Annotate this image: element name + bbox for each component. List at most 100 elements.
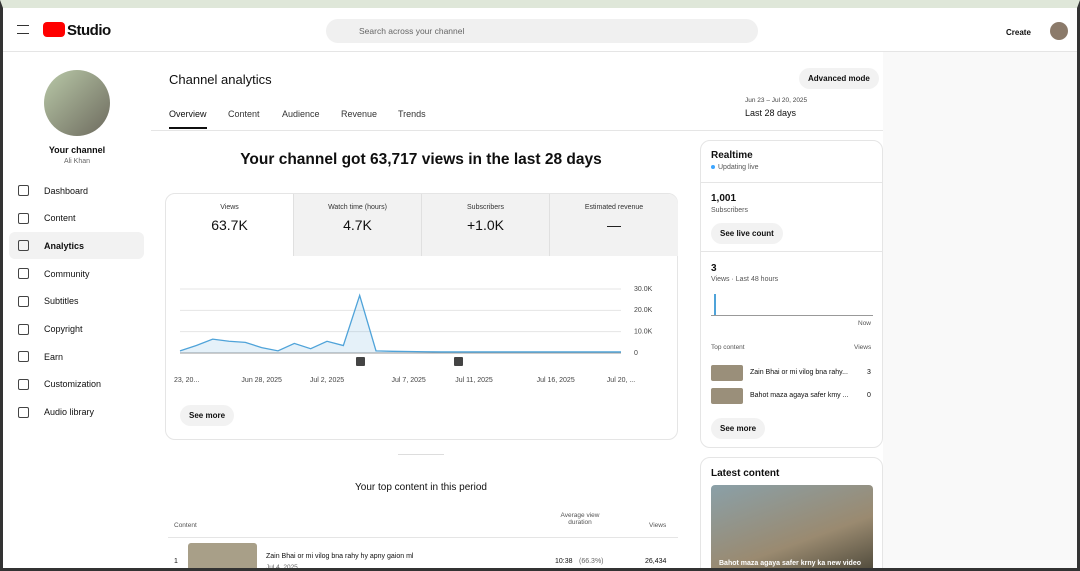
avatar[interactable]: [1050, 22, 1068, 40]
item-thumbnail[interactable]: [711, 365, 743, 381]
nav-icon: [18, 240, 29, 252]
divider: [701, 251, 882, 252]
x-tick-label: Jul 11, 2025: [455, 377, 493, 384]
nav-icon: [18, 295, 29, 307]
x-tick-label: Jul 16, 2025: [537, 377, 575, 384]
metric-value: 63.7K: [211, 217, 248, 233]
item-thumbnail[interactable]: [711, 388, 743, 404]
nav-item[interactable]: Earn: [9, 343, 144, 370]
menu-icon[interactable]: [17, 25, 29, 34]
metric-tile[interactable]: Estimated revenue —: [550, 194, 678, 256]
metric-tile[interactable]: Subscribers +1.0K: [422, 194, 550, 256]
views-label: Views · Last 48 hours: [711, 276, 779, 283]
advanced-mode-button[interactable]: Advanced mode: [799, 68, 879, 89]
item-views: 0: [867, 392, 871, 399]
metric-label: Views: [220, 204, 239, 211]
metric-value: 4.7K: [343, 217, 372, 233]
tab[interactable]: Revenue: [341, 109, 378, 119]
row-views: 26,434: [645, 558, 667, 565]
col-views: Views: [649, 522, 667, 529]
page-title: Channel analytics: [169, 72, 272, 87]
now-label: Now: [858, 320, 872, 327]
item-views: 3: [867, 369, 871, 376]
nav-item[interactable]: Subtitles: [9, 288, 144, 315]
publish-marker[interactable]: [454, 357, 463, 366]
channel-label: Your channel: [48, 145, 106, 155]
nav-item[interactable]: Dashboard: [9, 177, 144, 204]
row-thumbnail[interactable]: [188, 543, 257, 568]
realtime-axis: [711, 315, 873, 316]
views-chart: 0 10.0K 20.0K 30.0K Jun 23, 20... Jun 28, 202…: [173, 286, 653, 384]
tab[interactable]: Audience: [282, 109, 320, 119]
search-box[interactable]: Search across your channel: [326, 19, 758, 43]
nav-icon: [18, 185, 29, 196]
nav-item[interactable]: Content: [9, 205, 144, 232]
metric-tile[interactable]: Views 63.7K: [166, 194, 294, 256]
row-duration: 10:38: [555, 558, 573, 565]
nav-icon: [18, 323, 29, 335]
realtime-subscribers: 1,001: [711, 193, 737, 204]
channel-name: Ali Khan: [63, 158, 91, 165]
metric-label: Watch time (hours): [328, 204, 387, 211]
live-count-button[interactable]: See live count: [711, 223, 783, 244]
views-line: [179, 293, 621, 353]
nav-item[interactable]: Audio library: [9, 399, 144, 426]
headline: Your channel got 63,717 views in the las…: [240, 151, 602, 168]
nav-item[interactable]: Copyright: [9, 316, 144, 343]
item-title[interactable]: Bahot maza agaya safer kmy ...: [750, 392, 849, 399]
x-tick-label: Jul 2, 2025: [310, 377, 344, 384]
logo-icon: [43, 22, 65, 37]
tab[interactable]: Content: [228, 109, 260, 119]
views-header: Views: [854, 344, 872, 351]
divider: [701, 182, 882, 183]
nav-icon: [18, 212, 29, 224]
x-tick-label: Jun 23, 20...: [173, 377, 199, 384]
divider: [168, 537, 678, 538]
nav-icon: [18, 351, 29, 363]
realtime-views: 3: [711, 263, 717, 274]
col-content: Content: [174, 522, 197, 529]
row-title[interactable]: Zain Bhai or mi vilog bna rahy hy apny g…: [266, 553, 414, 560]
x-tick-label: Jun 28, 2025: [241, 377, 282, 384]
publish-marker[interactable]: [356, 357, 365, 366]
nav-icon: [18, 406, 29, 418]
status-text: Updating live: [718, 164, 759, 171]
nav-item[interactable]: Community: [9, 260, 144, 287]
x-tick-label: Jul 7, 2025: [392, 377, 426, 384]
row-rank: 1: [174, 558, 178, 565]
nav-icon: [18, 268, 29, 280]
metric-label: Subscribers: [467, 204, 504, 211]
logo-text: Studio: [67, 22, 111, 39]
nav-icon: [18, 378, 29, 390]
create-button[interactable]: Create: [1006, 28, 1031, 37]
item-title[interactable]: Zain Bhai or mi vilog bna rahy...: [750, 369, 848, 376]
period[interactable]: Last 28 days: [745, 108, 797, 118]
top-content-label: Top content: [711, 344, 745, 351]
see-more-button[interactable]: See more: [711, 418, 766, 439]
channel-avatar: [44, 70, 110, 136]
col-duration: Average view duration: [560, 512, 600, 526]
see-more-button[interactable]: See more: [180, 405, 235, 426]
latest-video-title: Bahot maza agaya safer krny ka new video: [719, 560, 862, 567]
top-content-title: Your top content in this period: [355, 482, 487, 493]
y-tick-label: 20.0K: [634, 307, 653, 314]
realtime-bar: [714, 294, 716, 315]
latest-title: Latest content: [711, 468, 780, 479]
realtime-status: Updating live: [711, 164, 758, 171]
latest-thumbnail[interactable]: Bahot maza agaya safer krny ka new video: [711, 485, 873, 568]
metric-tile[interactable]: Watch time (hours) 4.7K: [294, 194, 422, 256]
tab-divider: [151, 130, 883, 131]
date-range: Jun 23 – Jul 20, 2025: [745, 97, 808, 104]
tab[interactable]: Overview: [169, 109, 207, 129]
nav-item[interactable]: Analytics: [9, 232, 144, 260]
y-tick-label: 30.0K: [634, 286, 653, 293]
metric-label: Estimated revenue: [584, 204, 644, 211]
views-area: [180, 295, 621, 353]
metric-value: +1.0K: [467, 217, 504, 233]
top-bar: Studio Search across your channel Create: [3, 8, 1077, 52]
row-date: Jul 4, 2025: [266, 564, 298, 571]
sidebar: Your channel Ali Khan: [3, 52, 151, 568]
tab[interactable]: Trends: [398, 109, 426, 119]
nav-item[interactable]: Customization: [9, 371, 144, 398]
